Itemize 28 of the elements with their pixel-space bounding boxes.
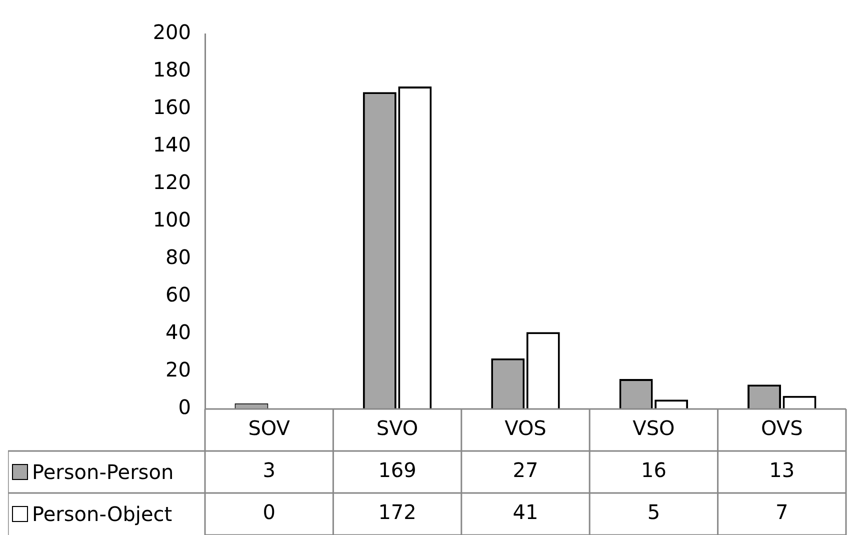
data-label: 27 [512, 458, 538, 482]
y-tick-label: 200 [152, 20, 191, 44]
legend-label: Person-Person [32, 460, 174, 484]
x-tick-label: SOV [248, 416, 290, 440]
y-tick-label: 120 [152, 170, 191, 194]
data-label: 5 [647, 500, 660, 524]
x-tick-label: VOS [504, 416, 546, 440]
y-tick-label: 100 [152, 208, 191, 232]
y-tick-label: 0 [178, 395, 191, 420]
data-label: 7 [776, 500, 788, 524]
legend-label: Person-Object [32, 502, 172, 526]
x-tick-label: SVO [376, 416, 418, 440]
data-label: 13 [769, 458, 795, 482]
y-tick-label: 40 [166, 320, 191, 344]
data-label: 16 [640, 458, 666, 482]
data-label: 169 [378, 458, 416, 482]
data-label: 172 [378, 500, 416, 524]
data-label: 0 [262, 500, 276, 524]
y-tick-label: 160 [152, 95, 191, 120]
data-label: 3 [262, 458, 276, 482]
y-tick-label: 20 [166, 358, 191, 382]
y-tick-label: 80 [166, 245, 191, 270]
y-tick-label: 60 [166, 282, 191, 307]
x-tick-label: OVS [761, 416, 803, 440]
y-tick-label: 140 [152, 132, 191, 157]
x-tick-label: VSO [632, 416, 675, 440]
y-tick-label: 180 [152, 58, 191, 82]
data-label: 41 [512, 500, 538, 524]
